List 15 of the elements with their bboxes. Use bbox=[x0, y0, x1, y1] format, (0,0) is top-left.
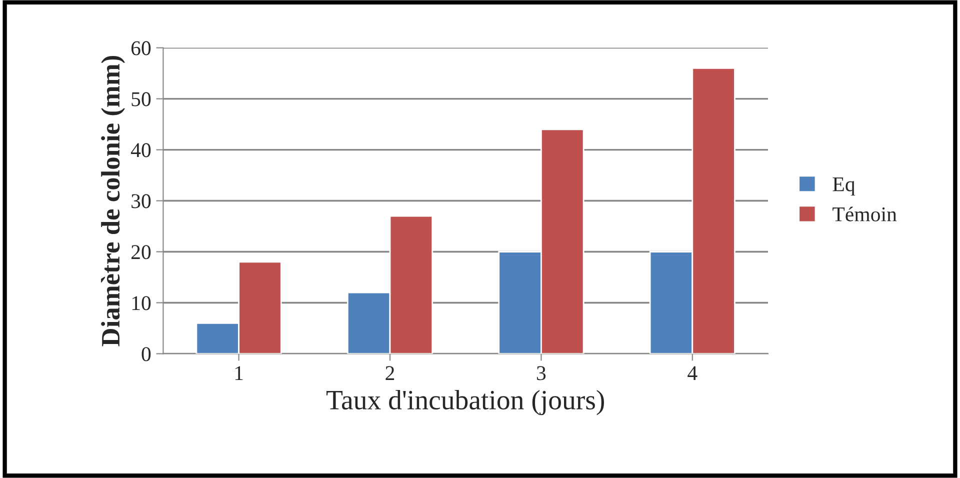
y-axis-title: Diamètre de colonie (mm) bbox=[101, 56, 126, 346]
y-tick-label: 40 bbox=[130, 143, 151, 158]
legend-label: Témoin bbox=[832, 206, 897, 222]
y-tick-label: 50 bbox=[132, 92, 151, 106]
y-tick-label: 10 bbox=[132, 296, 151, 310]
x-tick-label: 2 bbox=[386, 366, 394, 380]
y-tick-label: 20 bbox=[131, 245, 151, 260]
x-tick-label: 1 bbox=[235, 366, 243, 380]
legend-label: Eq bbox=[832, 177, 855, 196]
x-tick-label: 3 bbox=[536, 366, 546, 380]
x-axis-title: Taux d'incubation (jours) bbox=[326, 390, 604, 416]
y-tick-label: 30 bbox=[132, 194, 151, 208]
y-tick-label: 60 bbox=[131, 41, 151, 56]
y-tick-label: 0 bbox=[142, 347, 151, 362]
x-tick-label: 4 bbox=[688, 366, 698, 380]
